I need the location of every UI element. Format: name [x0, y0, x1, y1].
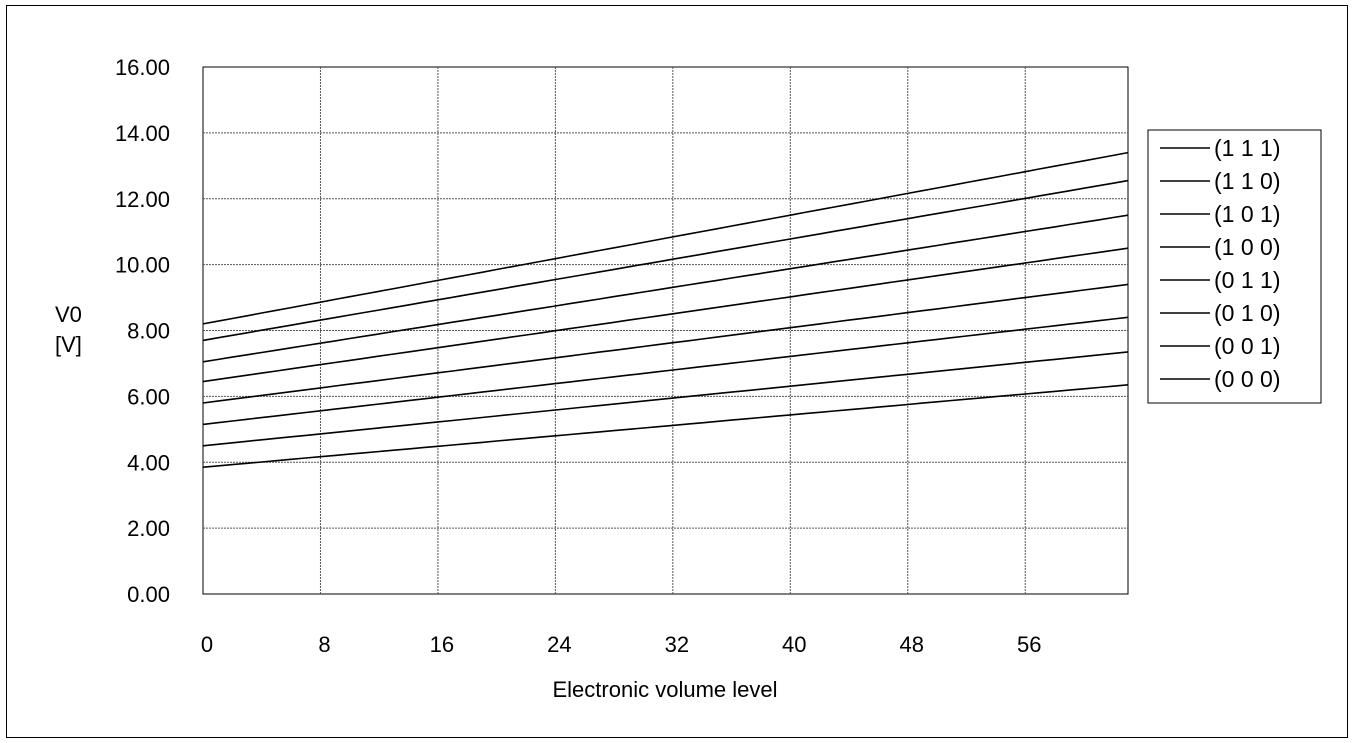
x-tick-label: 56	[1017, 632, 1041, 657]
y-tick-label: 0.00	[127, 582, 170, 607]
y-tick-label: 14.00	[115, 121, 170, 146]
series-line	[202, 247, 1129, 383]
series-line	[202, 151, 1129, 325]
legend-label: (1 0 1)	[1214, 201, 1280, 227]
x-axis-label: Electronic volume level	[553, 677, 778, 702]
series-line	[202, 316, 1129, 426]
y-tick-label: 2.00	[127, 516, 170, 541]
legend-label: (0 1 1)	[1214, 267, 1280, 293]
y-axis-label-line-1: V0	[55, 302, 82, 327]
series-line	[202, 179, 1129, 342]
y-tick-labels: 0.00 2.00 4.00 6.00 8.00 10.00 12.00 14.00 16.00	[115, 55, 170, 607]
x-tick-label: 32	[665, 632, 689, 657]
x-tick-label: 8	[318, 632, 330, 657]
x-tick-label: 48	[900, 632, 924, 657]
legend-label: (0 0 0)	[1214, 366, 1280, 392]
y-tick-label: 4.00	[127, 450, 170, 475]
legend-label: (0 1 0)	[1214, 300, 1280, 326]
legend-label: (1 1 0)	[1214, 168, 1280, 194]
legend-label: (1 0 0)	[1214, 234, 1280, 260]
legend-label: (1 1 1)	[1214, 135, 1280, 161]
x-tick-label: 24	[547, 632, 571, 657]
y-tick-label: 10.00	[115, 253, 170, 278]
legend-label: (0 0 1)	[1214, 333, 1280, 359]
x-tick-label: 16	[430, 632, 454, 657]
x-tick-label: 0	[201, 632, 213, 657]
y-tick-label: 16.00	[115, 55, 170, 80]
series-line	[202, 214, 1129, 363]
chart-frame	[6, 5, 1348, 738]
legend: (1 1 1) (1 1 0) (1 0 1) (1 0 0) (0 1 1) (0 1 …	[1160, 135, 1280, 392]
y-tick-label: 6.00	[127, 384, 170, 409]
series-lines	[202, 151, 1129, 468]
series-line	[202, 351, 1129, 447]
y-tick-label: 8.00	[127, 319, 170, 344]
x-tick-labels: 0 8 16 24 32 40 48 56	[201, 632, 1042, 657]
x-tick-label: 40	[782, 632, 806, 657]
series-line	[202, 283, 1129, 404]
y-tick-label: 12.00	[115, 187, 170, 212]
legend-box	[1147, 129, 1322, 404]
y-axis-label-line-2: [V]	[55, 332, 82, 357]
gridlines	[203, 67, 1128, 594]
series-line	[202, 384, 1129, 468]
